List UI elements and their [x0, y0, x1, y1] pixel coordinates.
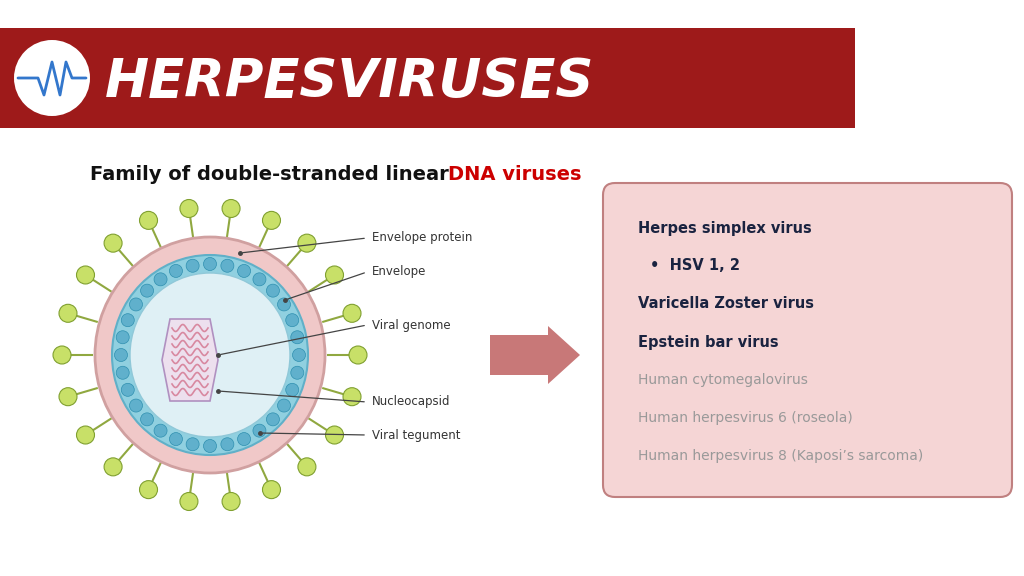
Circle shape — [291, 331, 304, 344]
Text: Human cytomegalovirus: Human cytomegalovirus — [638, 373, 808, 387]
Circle shape — [266, 284, 280, 297]
Text: •  HSV 1, 2: • HSV 1, 2 — [650, 259, 740, 274]
Circle shape — [204, 439, 216, 453]
Circle shape — [222, 199, 240, 218]
Circle shape — [221, 438, 233, 451]
Circle shape — [180, 199, 198, 218]
Circle shape — [140, 413, 154, 426]
Circle shape — [169, 264, 182, 278]
Circle shape — [139, 211, 158, 229]
Circle shape — [77, 426, 94, 444]
Circle shape — [129, 298, 142, 311]
Circle shape — [238, 433, 251, 446]
Circle shape — [343, 304, 361, 323]
Circle shape — [180, 492, 198, 510]
Circle shape — [116, 366, 129, 379]
Circle shape — [140, 284, 154, 297]
Text: Herpes simplex virus: Herpes simplex virus — [638, 221, 812, 236]
Circle shape — [139, 480, 158, 499]
Circle shape — [266, 413, 280, 426]
Circle shape — [59, 304, 77, 323]
Circle shape — [129, 399, 142, 412]
Text: Human herpesvirus 8 (Kaposi’s sarcoma): Human herpesvirus 8 (Kaposi’s sarcoma) — [638, 449, 924, 463]
Circle shape — [186, 438, 199, 451]
Circle shape — [349, 346, 367, 364]
Circle shape — [154, 424, 167, 437]
Text: Family of double-stranded linear: Family of double-stranded linear — [90, 165, 456, 184]
Text: Viral genome: Viral genome — [372, 319, 451, 332]
Circle shape — [253, 273, 266, 286]
Circle shape — [293, 348, 305, 362]
Circle shape — [186, 259, 199, 272]
Text: Nucleocapsid: Nucleocapsid — [372, 396, 451, 408]
Circle shape — [204, 257, 216, 271]
Text: Varicella Zoster virus: Varicella Zoster virus — [638, 297, 814, 312]
Circle shape — [104, 234, 122, 252]
Ellipse shape — [130, 273, 290, 437]
Text: Envelope protein: Envelope protein — [372, 232, 472, 244]
Circle shape — [286, 314, 299, 327]
Text: HERPESVIRUSES: HERPESVIRUSES — [105, 56, 594, 108]
Text: DNA viruses: DNA viruses — [449, 165, 582, 184]
Circle shape — [326, 426, 343, 444]
Ellipse shape — [112, 255, 308, 455]
Circle shape — [154, 273, 167, 286]
Circle shape — [278, 399, 291, 412]
Circle shape — [291, 366, 304, 379]
Circle shape — [326, 266, 343, 284]
Text: Epstein bar virus: Epstein bar virus — [638, 335, 778, 350]
Bar — [0, 28, 855, 128]
Circle shape — [262, 480, 281, 499]
Circle shape — [222, 492, 240, 510]
Polygon shape — [162, 319, 218, 401]
Circle shape — [298, 234, 316, 252]
Circle shape — [14, 40, 90, 116]
Circle shape — [121, 383, 134, 396]
Circle shape — [116, 331, 129, 344]
Circle shape — [115, 348, 128, 362]
Circle shape — [53, 346, 71, 364]
FancyArrow shape — [490, 326, 580, 384]
Circle shape — [77, 266, 94, 284]
Circle shape — [238, 264, 251, 278]
Circle shape — [286, 383, 299, 396]
Circle shape — [59, 388, 77, 406]
Circle shape — [121, 314, 134, 327]
Circle shape — [298, 458, 316, 476]
Circle shape — [343, 388, 361, 406]
Circle shape — [169, 433, 182, 446]
FancyBboxPatch shape — [603, 183, 1012, 497]
Text: Viral tegument: Viral tegument — [372, 429, 461, 441]
Text: Human herpesvirus 6 (roseola): Human herpesvirus 6 (roseola) — [638, 411, 853, 425]
Text: Envelope: Envelope — [372, 266, 426, 279]
Circle shape — [221, 259, 233, 272]
Ellipse shape — [95, 237, 325, 473]
Circle shape — [253, 424, 266, 437]
Circle shape — [262, 211, 281, 229]
Circle shape — [104, 458, 122, 476]
Circle shape — [278, 298, 291, 311]
